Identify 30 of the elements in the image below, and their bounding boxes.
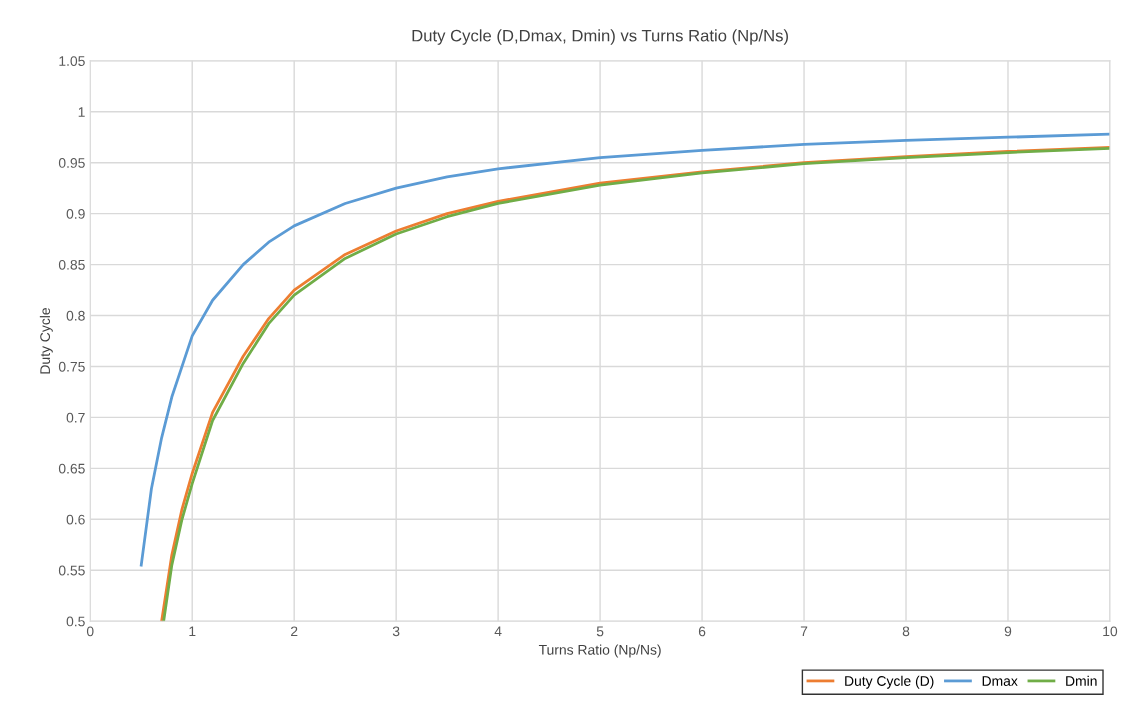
y-axis-title: Duty Cycle: [39, 308, 53, 374]
x-tick-label: 2: [291, 626, 298, 637]
chart-title: Duty Cycle (D,Dmax, Dmin) vs Turns Ratio (Np/Ns): [412, 29, 788, 45]
y-tick-label: 0.75: [58, 361, 85, 372]
y-tick-label: 0.7: [66, 412, 85, 423]
x-tick-label: 10: [1103, 626, 1118, 637]
x-tick-label: 8: [902, 626, 910, 637]
y-tick-label: 0.85: [58, 259, 85, 270]
legend-label: Duty Cycle (D): [845, 675, 934, 689]
x-tick-label: 3: [392, 626, 400, 637]
x-tick-label: 1: [189, 626, 196, 637]
legend-label: Dmax: [982, 676, 1018, 686]
x-tick-label: 4: [494, 626, 502, 637]
y-tick-label: 0.95: [58, 158, 85, 168]
x-tick-label: 6: [698, 626, 706, 637]
x-tick-label: 0: [86, 626, 94, 637]
line-series: [139, 132, 1110, 567]
x-tick-label: 7: [800, 626, 808, 637]
y-tick-label: 1: [78, 107, 85, 117]
y-tick-label: 0.8: [66, 310, 85, 321]
x-axis-title: Turns Ratio (Np/Ns): [538, 644, 661, 658]
y-tick-label: 0.6: [66, 514, 85, 525]
y-tick-label: 1.05: [59, 56, 85, 66]
legend-label: Dmin: [1066, 675, 1097, 686]
y-tick-label: 0.65: [58, 463, 85, 474]
y-tick-label: 0.55: [58, 565, 85, 576]
x-tick-label: 9: [1004, 626, 1012, 637]
y-tick-label: 0.9: [66, 208, 85, 219]
x-tick-label: 5: [596, 626, 604, 637]
y-tick-label: 0.5: [66, 616, 85, 627]
